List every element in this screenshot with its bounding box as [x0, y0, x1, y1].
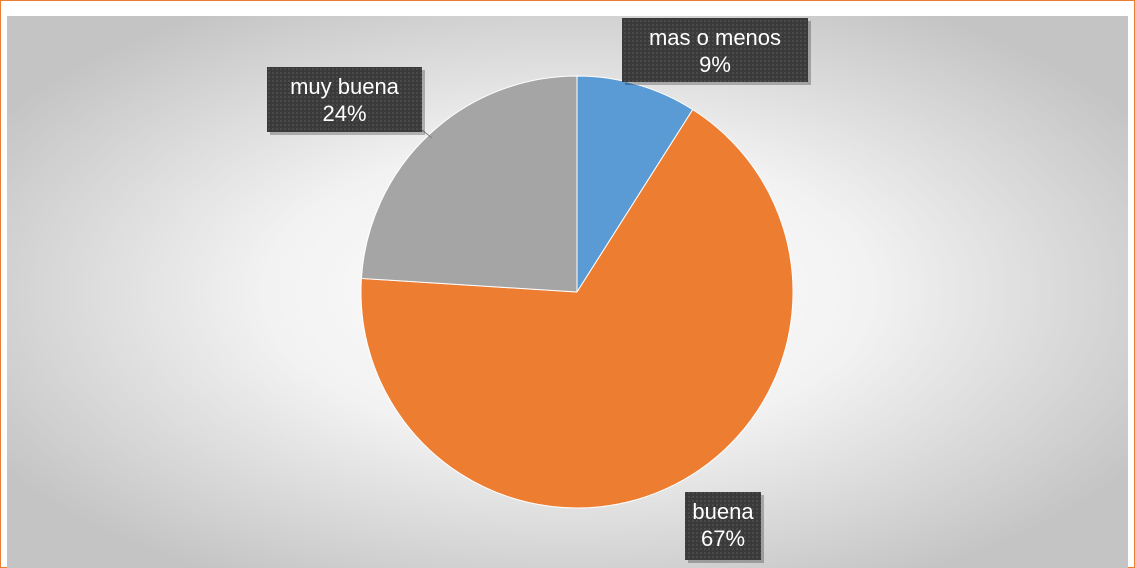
data-label-box: [267, 67, 422, 132]
data-label-category: mas o menos: [649, 25, 781, 50]
data-label-value: 24%: [322, 101, 366, 126]
leader-line: [421, 129, 433, 139]
data-label-box: [622, 18, 808, 82]
pie-slice: [576, 75, 694, 294]
data-label-box: [685, 492, 761, 560]
data-label-category: buena: [692, 499, 754, 524]
data-label-category: muy buena: [290, 74, 400, 99]
pie-slice: [360, 108, 794, 509]
pie-slice: [360, 75, 578, 293]
data-label-value: 9%: [699, 52, 731, 77]
data-label-value: 67%: [701, 526, 745, 551]
